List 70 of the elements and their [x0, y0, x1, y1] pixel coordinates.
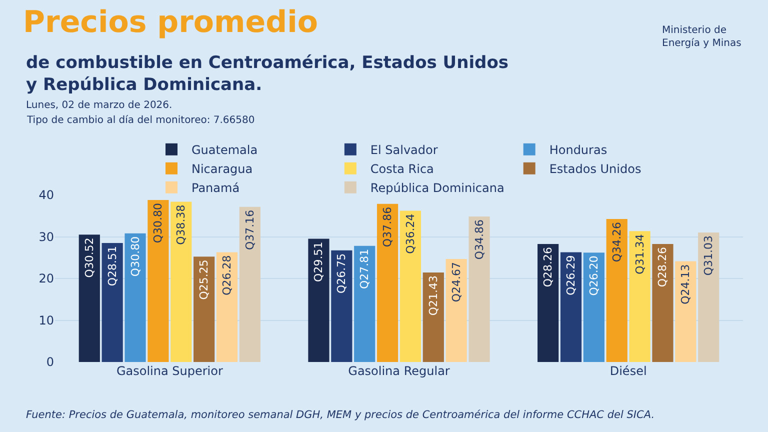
- data-label: Q26.29: [564, 255, 578, 296]
- bar: [538, 244, 559, 362]
- source-note: Fuente: Precios de Guatemala, monitoreo semanal DGH, MEM y precios de Centroamérica del informe CCHAC del SICA.: [26, 409, 655, 421]
- bar: [422, 272, 444, 362]
- data-label: Q34.26: [610, 222, 624, 262]
- data-label: Q36.24: [404, 214, 417, 254]
- data-label: Q28.26: [656, 247, 670, 288]
- legend-label: Honduras: [549, 143, 608, 158]
- bar: [675, 261, 696, 362]
- data-label: Q29.51: [312, 242, 326, 282]
- bar: [652, 244, 674, 362]
- y-tick-label: 10: [38, 313, 54, 328]
- bar: [560, 252, 582, 362]
- bar: [124, 233, 146, 362]
- bar: [468, 216, 490, 362]
- legend-label: República Dominicana: [370, 181, 504, 196]
- data-label: Q21.43: [426, 276, 440, 316]
- data-label: Q31.34: [633, 234, 646, 274]
- data-label: Q28.26: [542, 247, 555, 288]
- bar: [400, 210, 422, 362]
- bar: [194, 256, 215, 362]
- legend-label: El Salvador: [370, 143, 438, 158]
- data-label: Q26.75: [335, 253, 348, 294]
- data-label: Q28.51: [106, 246, 119, 286]
- legend-label: Nicaragua: [192, 162, 253, 176]
- bar: [148, 200, 169, 362]
- legend-label: Estados Unidos: [549, 162, 642, 176]
- data-label: Q30.52: [82, 238, 96, 278]
- data-label: Q30.80: [152, 203, 165, 244]
- bar: [354, 246, 376, 362]
- chart-subtitle: de combustible en Centroamérica, Estados Unidos y República Dominicana.: [26, 53, 508, 96]
- bar: [239, 206, 260, 362]
- data-label: Q37.16: [243, 210, 256, 250]
- bar: [216, 252, 238, 362]
- y-tick-label: 40: [38, 188, 54, 202]
- data-label: Q24.67: [450, 262, 463, 302]
- data-label: Q30.80: [128, 236, 142, 277]
- bar: [376, 204, 398, 362]
- x-tick-label: Gasolina Superior: [116, 364, 223, 378]
- chart-title: Precios promedio: [23, 4, 318, 40]
- bar: [583, 252, 604, 362]
- text: Tipo de cambio al día del monitoreo: 7.66580: [26, 115, 255, 126]
- bar: [78, 234, 100, 362]
- data-label: Q31.03: [702, 235, 716, 276]
- bar: [629, 231, 650, 362]
- data-label: Q24.13: [679, 264, 692, 304]
- bar: [308, 238, 330, 362]
- data-label: Q26.28: [220, 255, 234, 296]
- data-label: Q26.20: [587, 256, 600, 296]
- y-tick-label: 30: [38, 230, 54, 244]
- bar: [331, 250, 352, 362]
- bar: [102, 242, 123, 362]
- legend-label: Panamá: [192, 181, 240, 196]
- x-tick-label: Diésel: [610, 364, 647, 378]
- legend-label: Guatemala: [192, 143, 258, 158]
- y-tick-label: 0: [46, 355, 54, 370]
- text: Lunes, 02 de marzo de 2026.: [26, 100, 172, 111]
- legend-label: Costa Rica: [370, 162, 434, 176]
- bar: [446, 259, 467, 362]
- y-tick-label: 20: [38, 272, 54, 286]
- bar: [170, 202, 192, 362]
- data-label: Q37.86: [381, 206, 394, 248]
- data-label: Q38.38: [174, 204, 188, 245]
- data-label: Q34.86: [472, 219, 486, 260]
- bar: [606, 218, 628, 362]
- bar: [698, 232, 720, 362]
- data-label: Q25.25: [198, 260, 211, 300]
- data-label: Q27.81: [358, 248, 372, 290]
- text: Ministerio de Energía y Minas: [662, 25, 742, 49]
- x-tick-label: Gasolina Regular: [348, 364, 450, 378]
